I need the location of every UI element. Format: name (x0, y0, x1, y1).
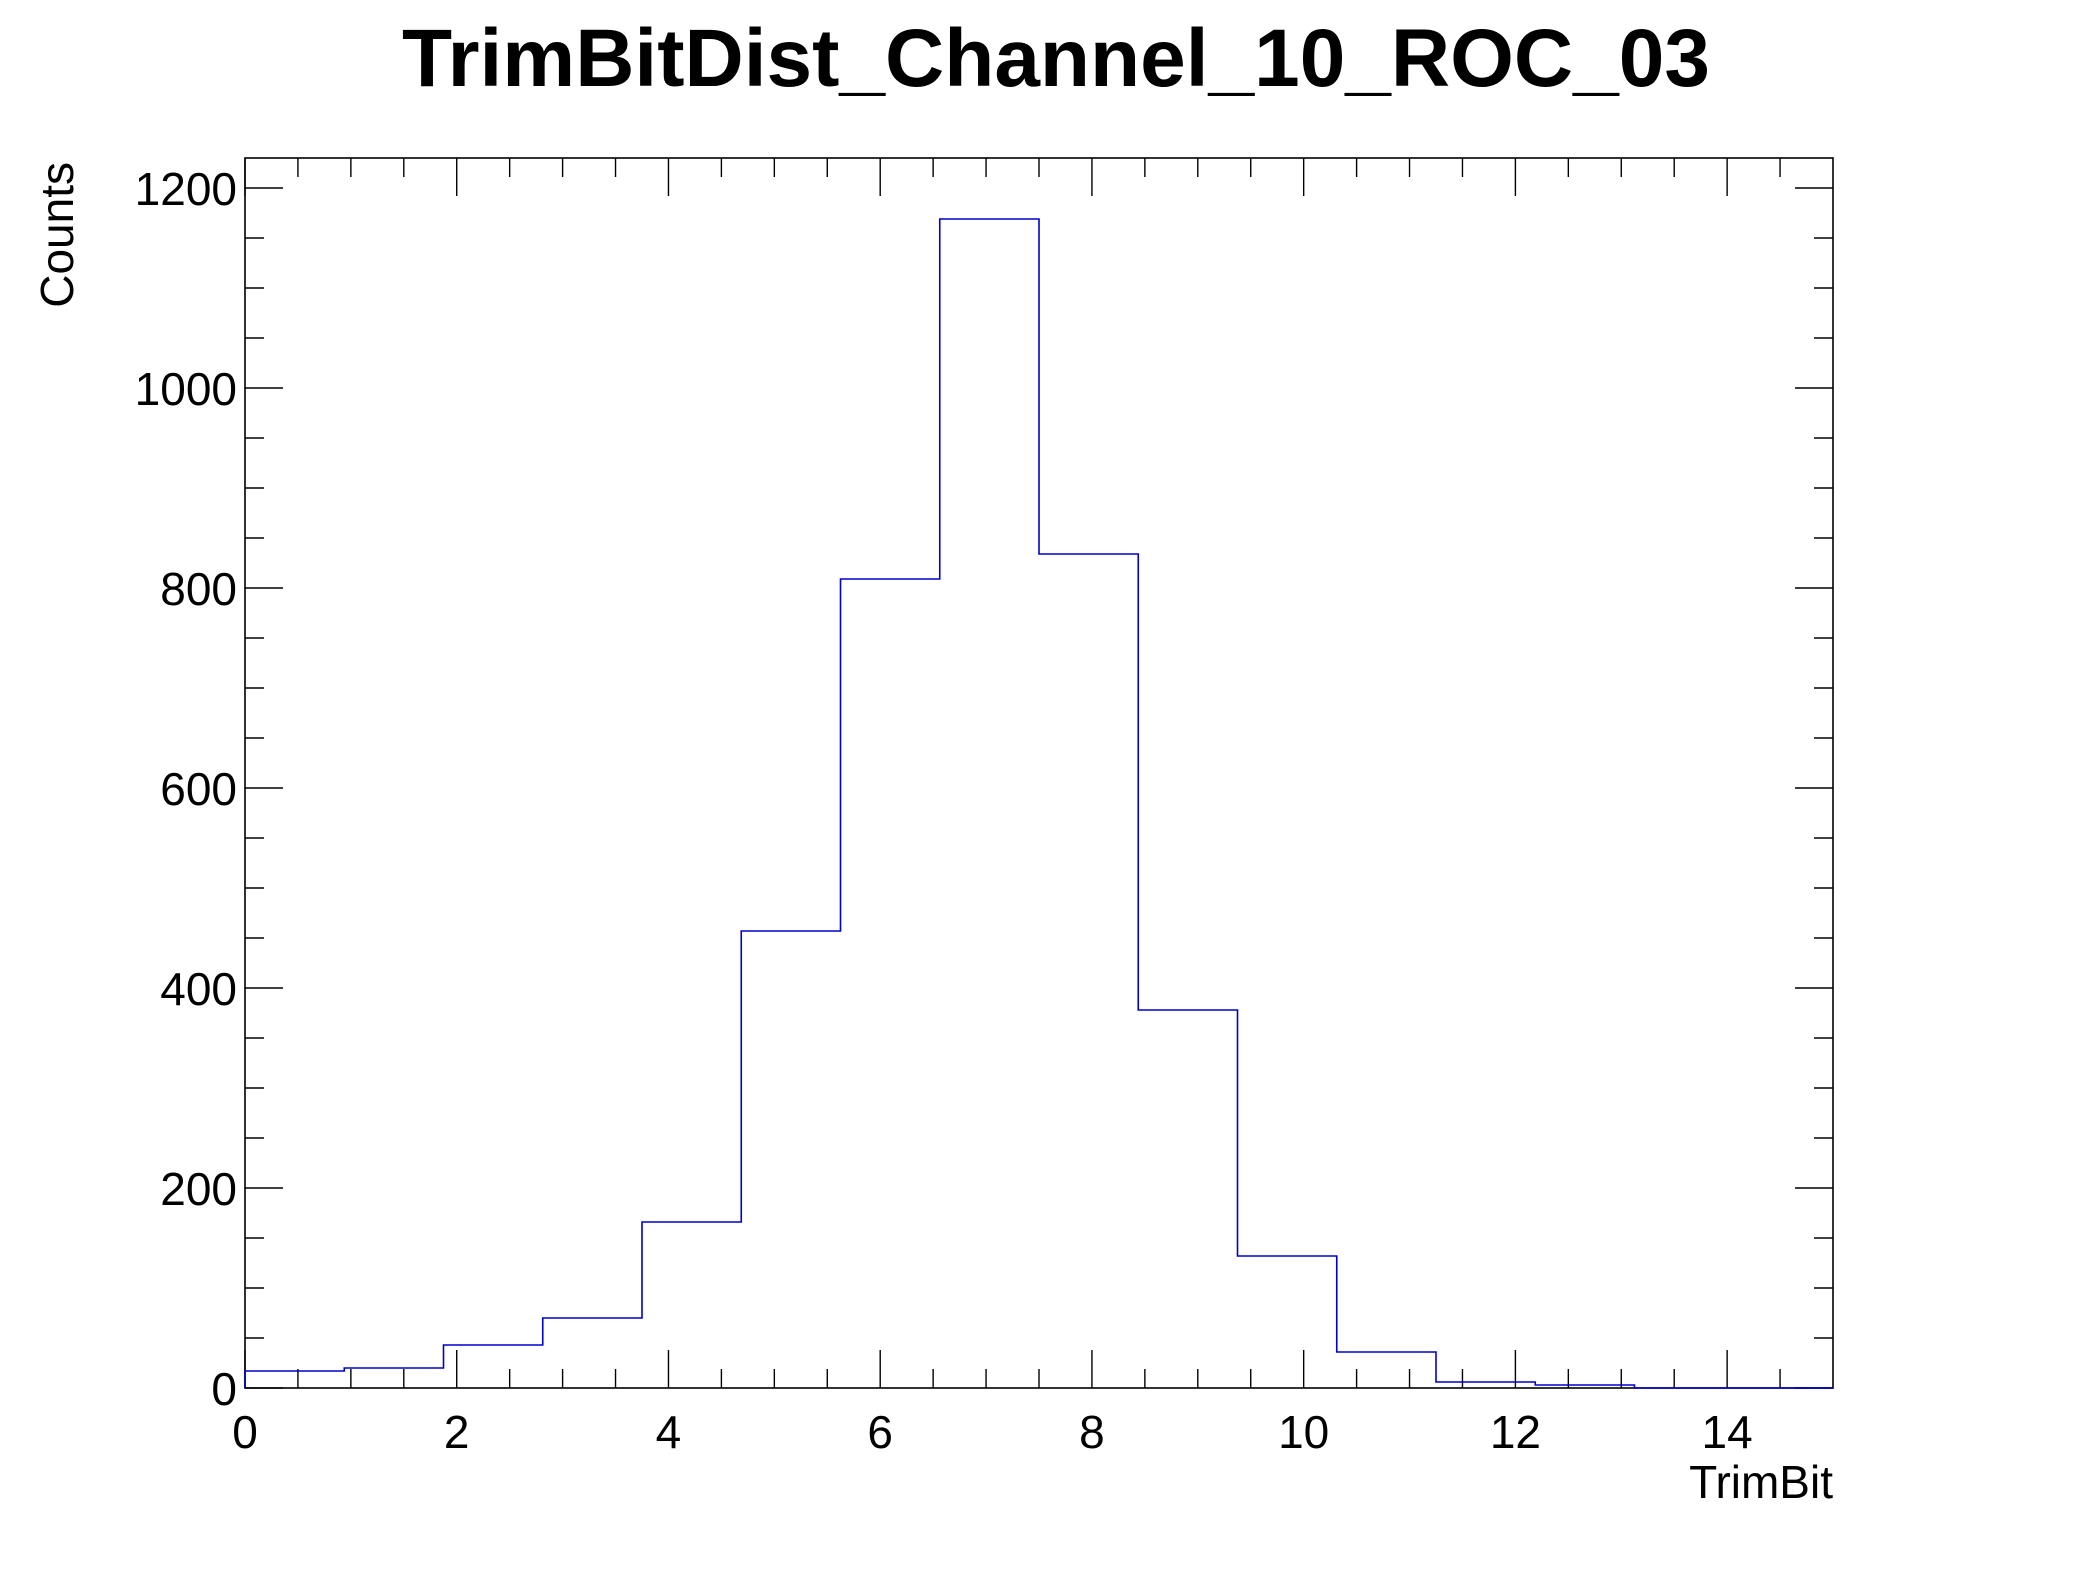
histogram-bin (741, 931, 840, 1388)
y-tick-label: 0 (211, 1363, 237, 1415)
histogram-bin (1039, 554, 1138, 1388)
x-axis-title: TrimBit (1689, 1456, 1833, 1508)
histogram-bin (940, 219, 1039, 1388)
histogram-bin (245, 1371, 344, 1388)
x-tick-label: 6 (867, 1406, 893, 1458)
y-tick-label: 1200 (135, 163, 237, 215)
histogram-bin (1337, 1352, 1436, 1388)
y-tick-label: 800 (160, 563, 237, 615)
x-tick-labels: 0 2 4 6 8 10 12 14 (232, 1406, 1753, 1458)
histogram-bin (1535, 1385, 1634, 1388)
y-tick-label: 1000 (135, 363, 237, 415)
y-tick-labels: 0 200 400 600 800 1000 1200 (135, 163, 237, 1415)
major-ticks (244, 158, 1833, 1389)
histogram-bin (1436, 1382, 1535, 1388)
x-tick-label: 14 (1702, 1406, 1753, 1458)
y-tick-label: 600 (160, 763, 237, 815)
histogram-bin (841, 579, 940, 1388)
histogram-series (244, 218, 1833, 1389)
histogram-bin (1238, 1256, 1337, 1388)
x-tick-label: 12 (1490, 1406, 1541, 1458)
histogram-bin (543, 1318, 642, 1388)
histogram-outline (244, 218, 1833, 1389)
histogram-bin (642, 1222, 741, 1388)
histogram-bin (444, 1345, 543, 1388)
x-tick-label: 8 (1079, 1406, 1105, 1458)
x-tick-label: 4 (656, 1406, 682, 1458)
y-axis-title: Counts (31, 162, 83, 308)
histogram-bin (1138, 1010, 1237, 1388)
x-tick-label: 10 (1278, 1406, 1329, 1458)
title-box (212, 8, 1900, 108)
chart-title: TrimBitDist_Channel_10_ROC_03 (402, 13, 1710, 104)
histogram-bin (344, 1368, 443, 1388)
minor-ticks (245, 158, 1833, 1388)
y-tick-label: 200 (160, 1163, 237, 1215)
x-tick-label: 0 (232, 1406, 258, 1458)
x-tick-label: 2 (444, 1406, 470, 1458)
y-tick-label: 400 (160, 963, 237, 1015)
